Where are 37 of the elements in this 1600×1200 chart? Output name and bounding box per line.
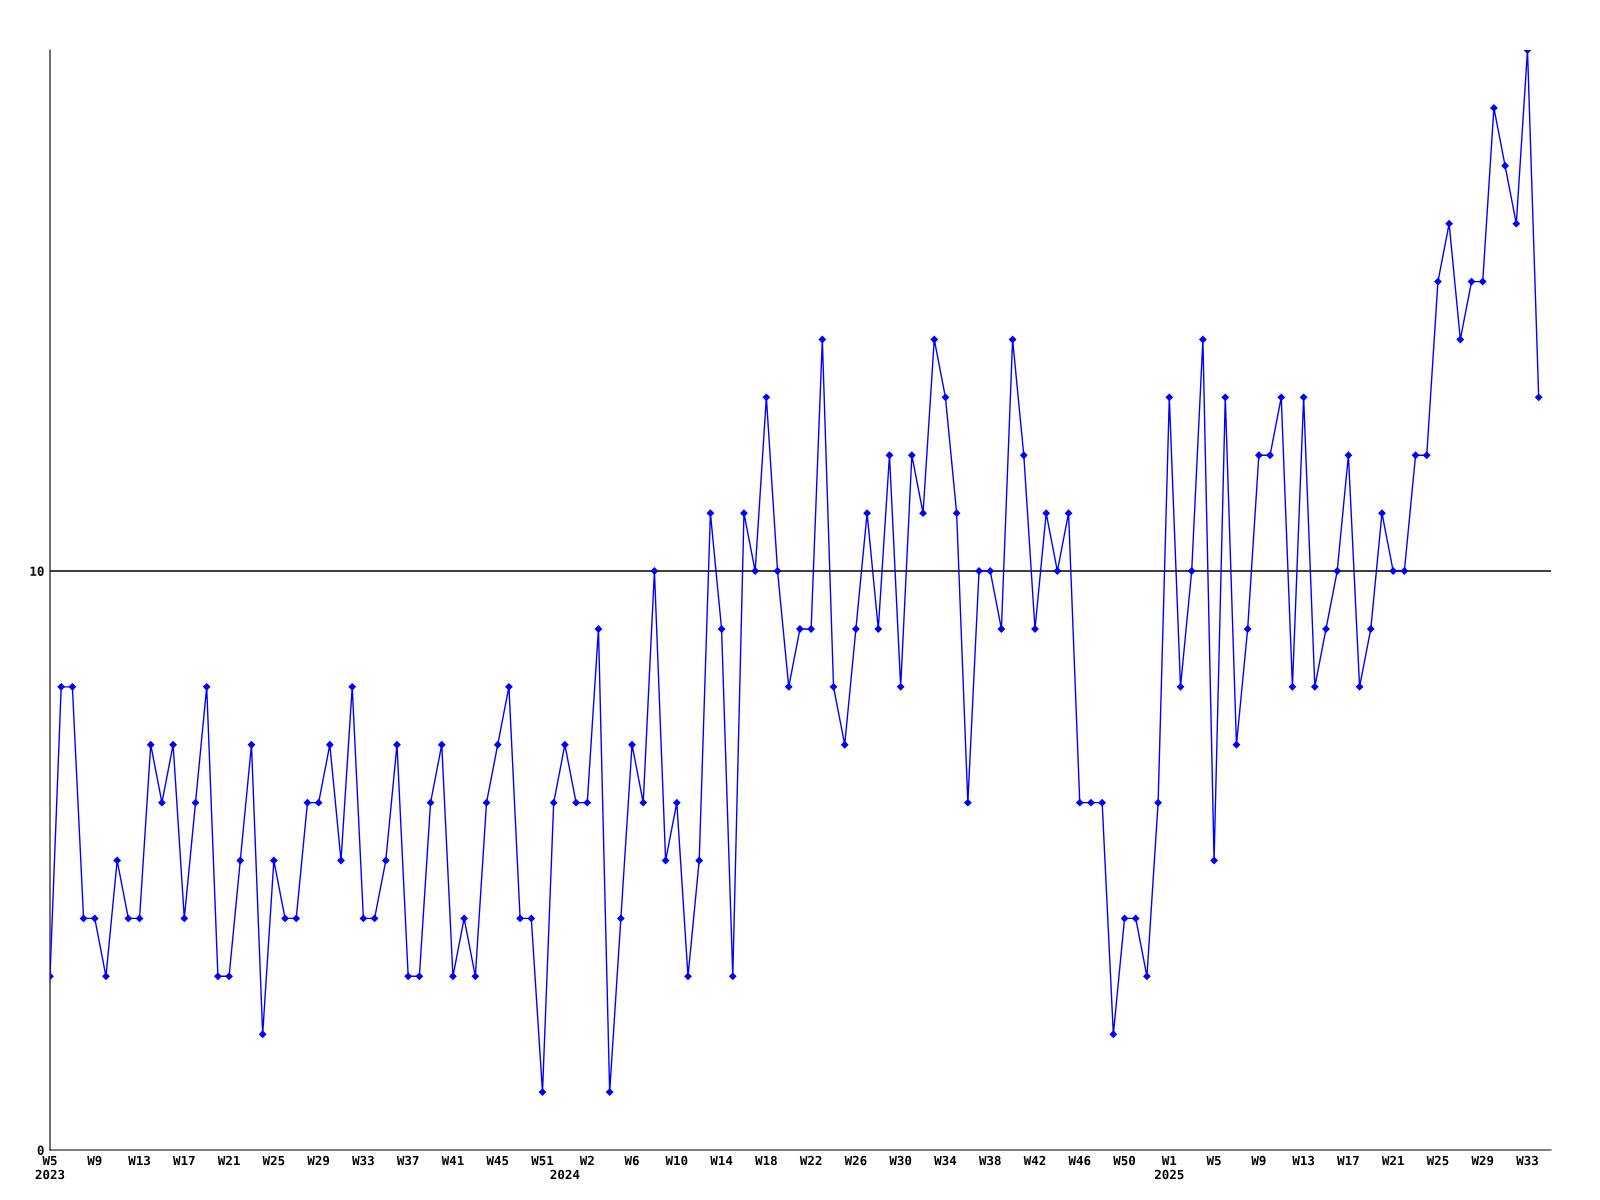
x-tick-label: W26 [844,1155,867,1166]
x-tick-label: W13 [1292,1155,1315,1166]
x-tick-label: W42 [1023,1155,1046,1166]
x-tick-label: W51 [531,1155,554,1166]
x-tick-label: W13 [128,1155,151,1166]
x-tick-label: W18 [755,1155,777,1166]
x-tick-label: W29 [307,1155,330,1166]
x-tick-label: W1 2025 [1154,1155,1184,1180]
x-tick-label: W33 [1516,1155,1538,1166]
x-tick-label: W5 2023 [35,1155,65,1180]
x-tick-label: W6 [624,1155,639,1166]
x-tick-label: W14 [710,1155,733,1166]
x-tick-label: W33 [352,1155,374,1166]
x-tick-label: W22 [799,1155,822,1166]
x-tick-label: 2024 [550,1169,580,1180]
x-tick-label: W29 [1471,1155,1494,1166]
x-tick-label: W46 [1068,1155,1091,1166]
x-tick-label: W17 [173,1155,195,1166]
x-tick-label: W50 [1113,1155,1136,1166]
x-tick-label: W30 [889,1155,912,1166]
x-tick-label: W34 [934,1155,957,1166]
x-tick-label: W45 [486,1155,509,1166]
x-tick-label: W21 [1381,1155,1404,1166]
x-tick-label: W25 [262,1155,285,1166]
y-tick-label: 0 [37,1145,44,1155]
x-tick-label: W10 [665,1155,688,1166]
x-tick-label: W41 [441,1155,464,1166]
x-tick-label: W17 [1337,1155,1359,1166]
x-tick-label: W37 [396,1155,419,1166]
x-tick-label: W38 [978,1155,1001,1166]
x-tick-label: W25 [1426,1155,1449,1166]
x-tick-label: W9 [87,1155,102,1166]
x-tick-label: W2 [579,1155,594,1166]
x-tick-label: W9 [1251,1155,1266,1166]
y-tick-label: 10 [30,566,44,576]
x-tick-label: W21 [217,1155,240,1166]
x-tick-label: W5 [1206,1155,1221,1166]
